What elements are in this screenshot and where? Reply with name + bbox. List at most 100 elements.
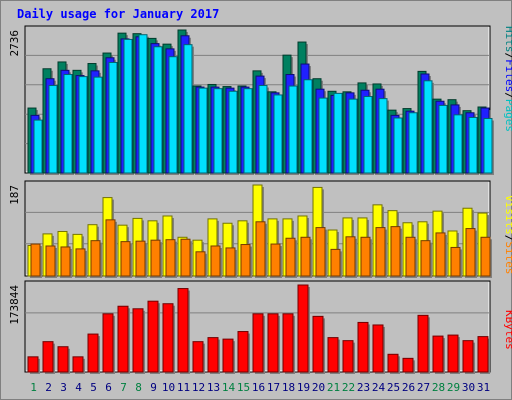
legend-separator: / (503, 235, 512, 242)
bar-visits-sites-21 (330, 248, 341, 277)
bar-kbytes-kbytes-19 (297, 284, 309, 373)
legend-item-hits: Hits (503, 26, 512, 53)
x-tick-2: 2 (45, 381, 52, 394)
x-tick-11: 11 (177, 381, 190, 394)
bar-kbytes-kbytes-29 (447, 334, 459, 373)
x-tick-31: 31 (477, 381, 490, 394)
bar-visits-sites-27 (420, 240, 431, 277)
x-tick-24: 24 (372, 381, 386, 394)
x-tick-1: 1 (30, 381, 37, 394)
bar-kbytes-kbytes-9 (147, 300, 159, 373)
legend-item-kbytes: KBytes (503, 310, 512, 350)
x-tick-13: 13 (207, 381, 220, 394)
bar-kbytes-kbytes-30 (462, 340, 474, 373)
bar-hits-pages-29 (453, 114, 463, 174)
bar-hits-pages-21 (333, 92, 343, 174)
legend-separator: / (503, 92, 512, 99)
x-tick-21: 21 (327, 381, 340, 394)
bar-kbytes-kbytes-15 (237, 331, 249, 373)
bar-hits-pages-23 (363, 96, 373, 174)
bar-kbytes-kbytes-8 (132, 308, 144, 373)
x-tick-14: 14 (222, 381, 236, 394)
bar-kbytes-kbytes-1 (27, 356, 39, 373)
bar-hits-pages-12 (198, 87, 208, 174)
bar-visits-sites-6 (105, 219, 116, 277)
bar-visits-sites-11 (180, 238, 191, 277)
bar-hits-pages-18 (288, 85, 298, 174)
bar-hits-pages-11 (183, 44, 193, 174)
bar-visits-sites-15 (240, 244, 251, 277)
x-tick-7: 7 (120, 381, 127, 394)
bar-kbytes-kbytes-26 (402, 357, 414, 373)
x-tick-25: 25 (387, 381, 400, 394)
bar-kbytes-kbytes-22 (342, 340, 354, 373)
x-tick-18: 18 (282, 381, 295, 394)
bar-visits-sites-2 (45, 245, 56, 277)
bar-hits-pages-19 (303, 79, 313, 174)
bar-visits-sites-1 (30, 243, 41, 277)
bar-visits-sites-9 (150, 239, 161, 277)
bar-visits-sites-8 (135, 240, 146, 277)
bar-visits-sites-14 (225, 247, 236, 277)
legend-kbytes: KBytes (503, 310, 512, 350)
x-tick-29: 29 (447, 381, 460, 394)
bar-kbytes-kbytes-27 (417, 314, 429, 373)
bar-visits-sites-13 (210, 245, 221, 277)
bar-kbytes-kbytes-3 (57, 346, 69, 373)
bar-kbytes-kbytes-28 (432, 335, 444, 373)
y-max-label-hits: 2736 (8, 30, 21, 57)
legend-separator: / (503, 53, 512, 60)
bar-visits-sites-12 (195, 251, 206, 277)
bar-hits-pages-4 (78, 76, 88, 174)
bar-visits-sites-30 (465, 228, 476, 277)
bar-hits-pages-31 (483, 118, 493, 174)
bar-kbytes-kbytes-25 (387, 353, 399, 373)
bar-hits-pages-20 (318, 97, 328, 174)
x-tick-28: 28 (432, 381, 445, 394)
bar-visits-sites-22 (345, 236, 356, 277)
bar-kbytes-kbytes-11 (177, 288, 189, 373)
bar-hits-pages-8 (138, 34, 148, 174)
bar-hits-pages-30 (468, 116, 478, 174)
bar-kbytes-kbytes-2 (42, 341, 54, 373)
bar-kbytes-kbytes-12 (192, 341, 204, 373)
bar-hits-pages-15 (243, 88, 253, 174)
bar-visits-sites-24 (375, 227, 386, 277)
legend-item-files: Files (503, 59, 512, 92)
legend-item-pages: Pages (503, 99, 512, 132)
bar-kbytes-kbytes-24 (372, 324, 384, 373)
x-tick-5: 5 (90, 381, 97, 394)
x-tick-22: 22 (342, 381, 355, 394)
legend-item-sites: Sites (503, 241, 512, 274)
x-tick-17: 17 (267, 381, 280, 394)
bar-visits-sites-17 (270, 243, 281, 277)
bar-kbytes-kbytes-7 (117, 305, 129, 373)
chart-title: Daily usage for January 2017 (17, 7, 220, 21)
bar-kbytes-kbytes-21 (327, 337, 339, 373)
bar-visits-sites-28 (435, 232, 446, 277)
x-tick-27: 27 (417, 381, 430, 394)
x-tick-6: 6 (105, 381, 112, 394)
bar-visits-sites-18 (285, 237, 296, 277)
bar-visits-sites-4 (75, 248, 86, 277)
x-tick-30: 30 (462, 381, 475, 394)
x-tick-26: 26 (402, 381, 415, 394)
legend-item-visits: Visits (503, 195, 512, 235)
x-tick-8: 8 (135, 381, 142, 394)
bar-hits-pages-6 (108, 61, 118, 174)
x-tick-10: 10 (162, 381, 175, 394)
bar-hits-pages-14 (228, 90, 238, 174)
bar-hits-pages-26 (408, 112, 418, 174)
legend-hits: Hits/Files/Pages (503, 26, 512, 132)
bar-kbytes-kbytes-10 (162, 303, 174, 373)
bar-kbytes-kbytes-6 (102, 313, 114, 373)
legend-visits: Visits/Sites (503, 195, 512, 275)
x-tick-19: 19 (297, 381, 310, 394)
x-tick-23: 23 (357, 381, 370, 394)
bar-visits-sites-29 (450, 246, 461, 277)
bar-visits-sites-23 (360, 236, 371, 277)
bar-hits-pages-10 (168, 56, 178, 174)
bar-hits-pages-1 (33, 119, 43, 174)
bar-hits-pages-16 (258, 85, 268, 174)
